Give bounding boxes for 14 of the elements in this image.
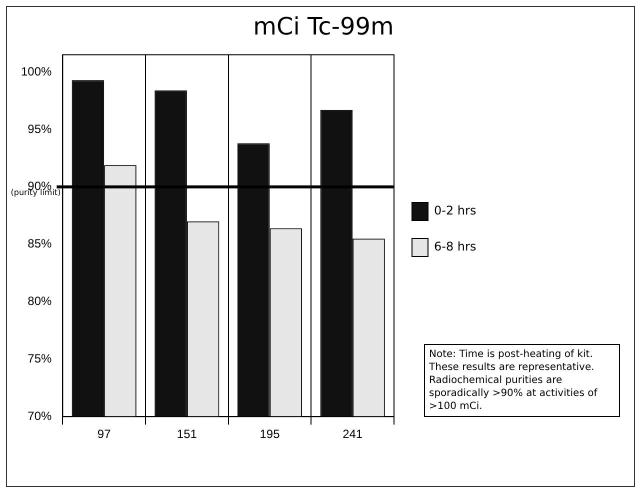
- y-tick-label: 75%: [28, 351, 52, 366]
- x-tick-label: 97: [97, 427, 112, 442]
- legend-label: 6-8 hrs: [434, 240, 476, 254]
- y-tick-label: 85%: [28, 236, 52, 251]
- y-tick-label: 80%: [28, 294, 52, 308]
- chart-title: mCi Tc-99m: [253, 12, 394, 41]
- x-tick-label: 151: [176, 427, 198, 442]
- y-tick-label: 100%: [20, 64, 52, 78]
- x-tick-label: 241: [342, 427, 363, 442]
- legend-label: 0-2 hrs: [434, 204, 476, 218]
- x-tick-label: 195: [260, 427, 280, 442]
- y-tick-label: 95%: [28, 122, 52, 136]
- text: Note: Time is post-heating of kit. These results are representative. Radiochemical purities are sporadically >90% at activities of >100 mCi.: [424, 344, 620, 417]
- y-tick-label: 70%: [28, 408, 52, 423]
